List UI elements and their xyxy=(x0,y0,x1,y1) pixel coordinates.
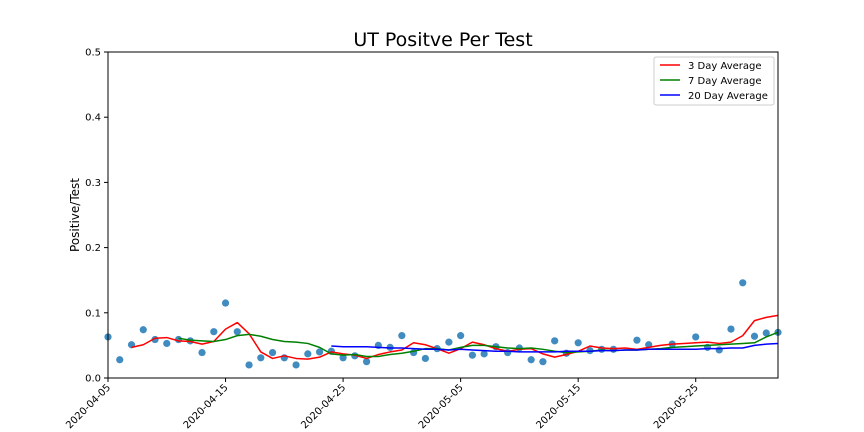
data-point xyxy=(551,337,559,345)
y-axis-label: Positive/Test xyxy=(68,178,82,252)
data-point xyxy=(339,354,347,362)
data-point xyxy=(210,328,218,336)
plot-area xyxy=(104,279,782,369)
data-point xyxy=(139,326,147,334)
chart-title: UT Positve Per Test xyxy=(353,29,532,51)
data-point xyxy=(527,356,535,364)
data-point xyxy=(445,338,453,346)
y-tick-label: 0.2 xyxy=(85,243,101,254)
data-point xyxy=(692,333,700,341)
data-point xyxy=(221,299,230,307)
data-point xyxy=(398,332,406,340)
legend-box xyxy=(653,56,775,106)
data-point xyxy=(739,279,747,287)
series-line-3day xyxy=(131,314,779,360)
legend-label-7day: 7 Day Average xyxy=(688,76,762,87)
legend: 3 Day Average 7 Day Average 20 Day Avera… xyxy=(653,56,775,106)
data-point xyxy=(468,351,476,359)
data-point xyxy=(304,350,312,358)
data-point xyxy=(363,358,371,366)
data-point xyxy=(292,361,300,369)
data-point xyxy=(315,348,324,356)
data-point xyxy=(457,332,465,340)
data-point xyxy=(245,361,253,369)
data-point xyxy=(198,348,206,357)
series-line-7day xyxy=(178,331,779,358)
data-point xyxy=(750,332,759,340)
data-point xyxy=(257,354,265,362)
data-point xyxy=(633,336,641,344)
data-point xyxy=(480,350,488,358)
data-point xyxy=(163,339,171,348)
y-tick-label: 0.0 xyxy=(85,374,101,385)
y-tick-label: 0.3 xyxy=(85,178,101,189)
data-point xyxy=(233,328,241,336)
legend-label-3day: 3 Day Average xyxy=(688,61,762,72)
series-line-20day xyxy=(331,342,779,353)
data-point xyxy=(421,354,429,363)
y-tick-label: 0.1 xyxy=(85,308,101,319)
y-tick-label: 0.5 xyxy=(85,48,101,59)
legend-label-20day: 20 Day Average xyxy=(688,91,768,102)
data-point xyxy=(762,329,770,337)
data-point xyxy=(715,346,723,354)
data-point xyxy=(727,325,735,333)
data-point xyxy=(539,358,547,366)
data-point xyxy=(574,339,582,347)
plot-frame xyxy=(107,51,779,379)
y-tick-label: 0.4 xyxy=(85,113,101,124)
data-point xyxy=(268,348,277,357)
data-point xyxy=(116,356,124,364)
